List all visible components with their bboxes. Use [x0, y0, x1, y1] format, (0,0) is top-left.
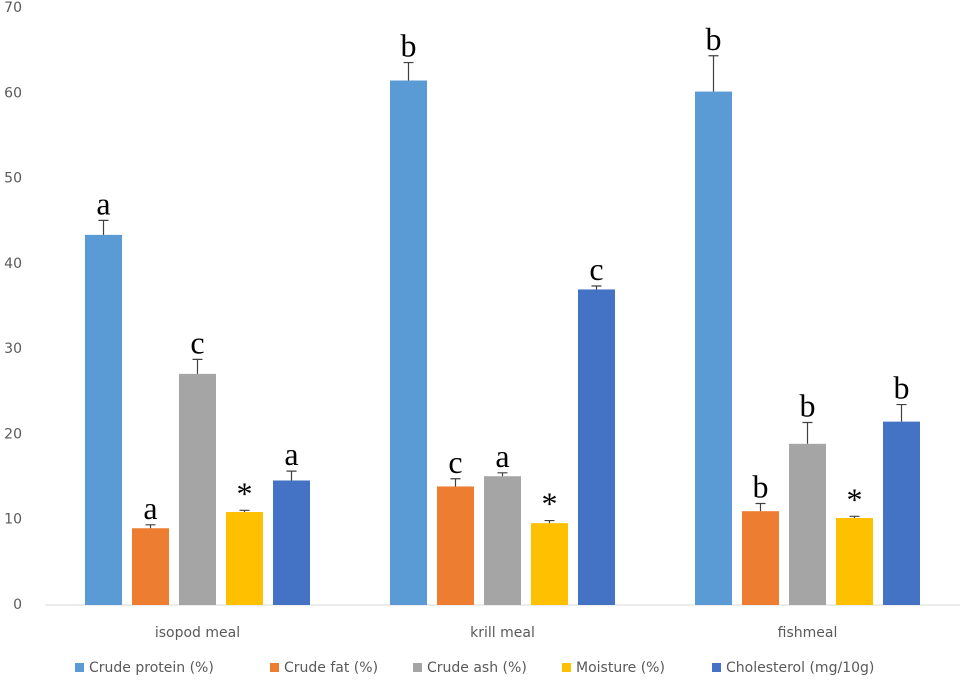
error-bar: [755, 502, 766, 512]
significance-label: b: [706, 21, 722, 57]
error-bar: [450, 478, 461, 487]
error-bar: [497, 472, 508, 477]
significance-label: b: [753, 469, 769, 505]
y-tick-label: 20: [4, 426, 22, 442]
bar: [226, 512, 263, 605]
significance-label: c: [448, 444, 462, 480]
bar: [836, 518, 873, 605]
y-tick-label: 40: [4, 256, 22, 272]
legend-swatch: [562, 663, 571, 672]
bar: [695, 91, 732, 605]
y-tick-label: 30: [4, 341, 22, 357]
bar: [85, 234, 122, 606]
bar: [578, 289, 615, 605]
error-bar: [591, 285, 602, 290]
legend-label: Cholesterol (mg/10g): [726, 660, 874, 676]
y-tick-label: 10: [4, 512, 22, 528]
bar: [531, 523, 568, 605]
error-bar: [802, 421, 813, 444]
x-tick-label: isopod meal: [155, 625, 240, 641]
legend-swatch: [712, 663, 721, 672]
legend-label: Crude ash (%): [427, 660, 527, 676]
error-bar: [708, 55, 719, 92]
legend-swatch: [413, 663, 422, 672]
legend-label: Crude fat (%): [284, 660, 378, 676]
legend-swatch: [270, 663, 279, 672]
legend-swatch: [75, 663, 84, 672]
significance-label: b: [401, 28, 417, 64]
bar: [132, 528, 169, 605]
bar: [437, 486, 474, 605]
significance-label: a: [96, 185, 110, 221]
error-bar: [849, 515, 860, 519]
bar: [484, 476, 521, 605]
error-bar: [896, 403, 907, 422]
x-tick-label: fishmeal: [778, 625, 838, 641]
legend-label: Moisture (%): [576, 660, 665, 676]
error-bar: [544, 519, 555, 524]
significance-label: c: [190, 324, 204, 360]
legend-label: Crude protein (%): [89, 660, 214, 676]
significance-label: c: [589, 251, 603, 287]
bar: [789, 443, 826, 605]
significance-label: *: [237, 475, 253, 511]
significance-label: b: [894, 370, 910, 406]
error-bar: [192, 358, 203, 374]
bar: [273, 480, 310, 605]
error-bar: [403, 61, 414, 81]
error-bar: [145, 524, 156, 529]
bar: [390, 80, 427, 605]
x-tick-label: krill meal: [470, 625, 535, 641]
y-tick-label: 60: [4, 85, 22, 101]
y-tick-label: 70: [4, 0, 22, 16]
significance-label: a: [143, 490, 157, 526]
error-bar: [239, 509, 250, 513]
significance-label: a: [284, 436, 298, 472]
bar: [742, 511, 779, 605]
bar: [179, 373, 216, 605]
error-bar: [286, 470, 297, 481]
y-tick-label: 50: [4, 171, 22, 187]
significance-label: *: [542, 486, 558, 522]
y-tick-label: 0: [13, 597, 22, 613]
significance-label: *: [847, 481, 863, 517]
significance-label: b: [800, 387, 816, 423]
bar: [883, 421, 920, 605]
error-bar: [98, 219, 109, 235]
significance-label: a: [495, 438, 509, 474]
